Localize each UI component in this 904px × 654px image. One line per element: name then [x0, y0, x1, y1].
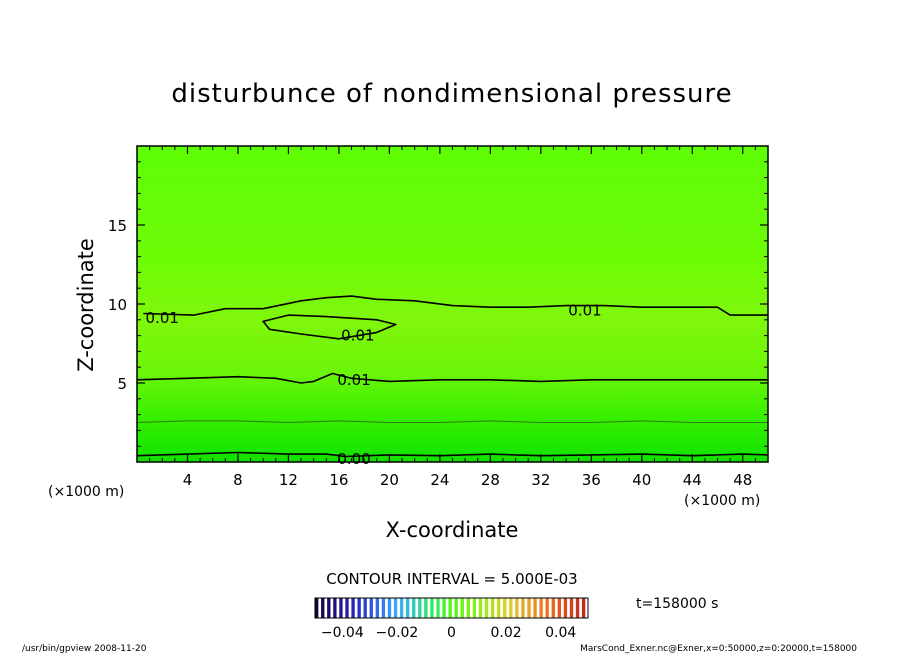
x-tick-label: 32 — [531, 471, 550, 489]
colorbar-swatch — [424, 598, 428, 618]
colorbar-swatch — [357, 598, 361, 618]
colorbar-swatch — [339, 598, 343, 618]
x-tick-label: 40 — [632, 471, 651, 489]
colorbar-swatch — [581, 598, 586, 618]
colorbar-swatch — [575, 598, 580, 618]
contour-label-3: 0.01 — [568, 301, 601, 319]
colorbar-swatch — [387, 598, 392, 618]
plot-field — [137, 146, 768, 462]
colorbar-swatch — [478, 598, 483, 618]
colorbar-swatch — [472, 598, 477, 618]
y-tick-label: 5 — [117, 375, 127, 393]
contour-label-2: 0.01 — [337, 371, 370, 389]
colorbar-swatch — [448, 598, 452, 618]
footer-program-date: /usr/bin/gpview 2008-11-20 — [22, 644, 147, 654]
colorbar-swatch — [345, 598, 349, 618]
colorbar-swatch — [460, 598, 464, 618]
colorbar-swatch — [412, 598, 416, 618]
colorbar-swatch — [436, 598, 440, 618]
x-tick-label: 20 — [380, 471, 399, 489]
colorbar-swatch — [539, 598, 543, 618]
colorbar-swatch — [569, 598, 574, 618]
colorbar-swatch — [418, 598, 422, 618]
contour-line-0 — [143, 295, 768, 316]
x-unit-left: (×1000 m) — [48, 484, 124, 500]
colorbar-swatch — [399, 598, 404, 618]
colorbar-swatch — [527, 598, 531, 618]
colorbar-swatch — [466, 598, 471, 618]
colorbar-frame — [314, 597, 589, 619]
colorbar-swatch — [321, 598, 325, 618]
x-tick-label: 8 — [233, 471, 243, 489]
contour-label-1: 0.01 — [341, 327, 374, 345]
colorbar-swatch — [369, 598, 373, 618]
colorbar-swatch — [509, 598, 513, 618]
x-unit-right: (×1000 m) — [684, 493, 760, 509]
colorbar-swatch — [503, 598, 507, 618]
colorbar-tick-label: 0.04 — [545, 625, 576, 641]
y-tick-label: 10 — [108, 296, 127, 314]
colorbar-swatch — [521, 598, 525, 618]
colorbar-swatch — [490, 598, 495, 618]
colorbar-swatch — [484, 598, 489, 618]
colorbar-swatch — [327, 598, 331, 618]
x-tick-label: 48 — [733, 471, 752, 489]
x-axis-label: X-coordinate — [386, 518, 519, 542]
x-axis-ticks: 4 8 12 16 20 24 28 32 36 40 44 48 — [149, 146, 756, 489]
colorbar-swatch — [533, 598, 537, 618]
colorbar-swatch — [333, 598, 337, 618]
colorbar-swatch — [563, 598, 568, 618]
colorbar-swatch — [381, 598, 386, 618]
colorbar-tick-label: −0.04 — [321, 625, 364, 641]
colorbar-swatch — [497, 598, 501, 618]
x-tick-label: 4 — [183, 471, 193, 489]
colorbar-swatch — [545, 598, 549, 618]
x-tick-label: 24 — [430, 471, 449, 489]
x-tick-label: 28 — [481, 471, 500, 489]
colorbar-tick-label: −0.02 — [375, 625, 418, 641]
y-axis-label: Z-coordinate — [74, 238, 98, 372]
contour-line-2 — [137, 372, 768, 384]
colorbar-swatch — [393, 598, 398, 618]
contour-line-3 — [137, 420, 768, 423]
colorbar-swatch — [515, 598, 519, 618]
contour-label-4: 0.00 — [337, 450, 370, 468]
colorbar-tick-labels: −0.04 −0.02 0 0.02 0.04 — [321, 625, 577, 641]
colorbar-swatch — [315, 598, 319, 618]
colorbar-swatch — [551, 598, 555, 618]
contour-line-1 — [262, 314, 397, 340]
colorbar-swatch — [430, 598, 434, 618]
chart-title: disturbunce of nondimensional pressure — [171, 79, 732, 109]
colorbar — [315, 598, 586, 618]
x-tick-label: 44 — [683, 471, 702, 489]
colorbar-swatch — [406, 598, 410, 618]
time-label: t=158000 s — [636, 596, 718, 612]
colorbar-swatch — [363, 598, 367, 618]
y-axis-ticks: 5 10 15 — [108, 161, 768, 447]
colorbar-tick-label: 0 — [447, 625, 456, 641]
colorbar-swatch — [351, 598, 355, 618]
colorbar-swatch — [442, 598, 446, 618]
x-tick-label: 12 — [279, 471, 298, 489]
contour-label-group: 0.01 0.01 0.01 0.01 0.00 — [146, 301, 602, 468]
y-tick-label: 15 — [108, 217, 127, 235]
colorbar-swatch — [375, 598, 380, 618]
contour-interval-label: CONTOUR INTERVAL = 5.000E-03 — [326, 570, 577, 588]
colorbar-tick-label: 0.02 — [491, 625, 522, 641]
contour-label-0: 0.01 — [146, 309, 179, 327]
x-tick-label: 36 — [582, 471, 601, 489]
x-tick-label: 16 — [329, 471, 348, 489]
colorbar-swatch — [454, 598, 458, 618]
colorbar-swatch — [557, 598, 562, 618]
footer-source: MarsCond_Exner.nc@Exner,x=0:50000,z=0:20… — [580, 644, 857, 654]
